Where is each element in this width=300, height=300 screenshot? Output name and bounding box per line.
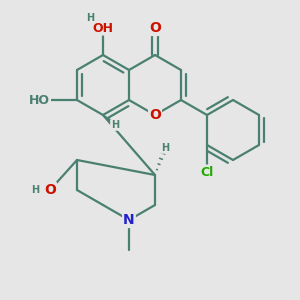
Polygon shape <box>103 115 116 127</box>
Text: N: N <box>123 213 135 227</box>
Text: OH: OH <box>92 22 113 34</box>
Text: H: H <box>111 120 119 130</box>
Text: H: H <box>86 13 94 23</box>
Text: H: H <box>31 185 39 195</box>
Text: O: O <box>149 108 161 122</box>
Text: Cl: Cl <box>200 166 214 178</box>
Text: O: O <box>44 183 56 197</box>
Text: HO: HO <box>29 94 50 106</box>
Text: O: O <box>149 21 161 35</box>
Text: H: H <box>161 143 169 153</box>
